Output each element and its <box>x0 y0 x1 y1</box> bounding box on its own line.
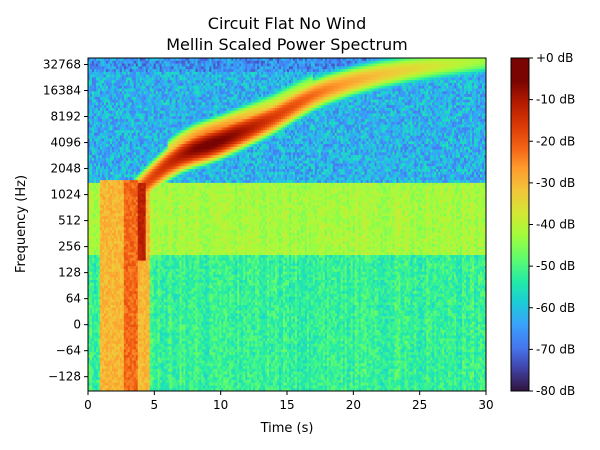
x-tick-label: 30 <box>478 398 493 412</box>
y-tick-label: −128 <box>48 370 81 384</box>
y-tick-label: 256 <box>58 240 81 254</box>
chart-title-line-1: Circuit Flat No Wind <box>208 14 366 33</box>
colorbar-tick-label: -30 dB <box>536 176 575 190</box>
y-tick-label: 0 <box>73 318 81 332</box>
colorbar-tick-label: -60 dB <box>536 301 575 315</box>
colorbar-tick-label: -70 dB <box>536 342 575 356</box>
x-tick-label: 10 <box>213 398 228 412</box>
x-tick-label: 25 <box>412 398 427 412</box>
x-tick-label: 0 <box>84 398 92 412</box>
colorbar-tick-label: -40 dB <box>536 218 575 232</box>
y-tick-label: 64 <box>66 292 81 306</box>
x-tick-label: 20 <box>346 398 361 412</box>
x-axis: 0 5 10 15 20 25 30 <box>84 391 493 412</box>
y-tick-label: 16384 <box>43 84 81 98</box>
y-tick-label: −64 <box>56 344 81 358</box>
x-tick-label: 15 <box>279 398 294 412</box>
y-tick-label: 32768 <box>43 58 81 72</box>
chart-title-line-2: Mellin Scaled Power Spectrum <box>166 35 408 54</box>
colorbar-gradient <box>511 58 529 391</box>
spectrogram-image <box>88 58 486 391</box>
colorbar-tick-label: +0 dB <box>536 51 573 65</box>
colorbar: +0 dB -10 dB -20 dB -30 dB -40 dB -50 dB -60 d… <box>511 51 575 398</box>
y-axis-label: Frequency (Hz) <box>14 175 29 273</box>
y-tick-label: 512 <box>58 214 81 228</box>
y-tick-label: 4096 <box>50 136 81 150</box>
x-tick-label: 5 <box>151 398 159 412</box>
colorbar-tick-label: -50 dB <box>536 259 575 273</box>
colorbar-tick-label: -20 dB <box>536 134 575 148</box>
y-tick-label: 8192 <box>50 110 81 124</box>
colorbar-tick-label: -80 dB <box>536 384 575 398</box>
colorbar-tick-label: -10 dB <box>536 93 575 107</box>
x-axis-label: Time (s) <box>260 421 314 436</box>
y-tick-label: 2048 <box>50 162 81 176</box>
y-tick-label: 128 <box>58 266 81 280</box>
y-axis: −128 −64 0 64 128 256 512 1024 2048 4096 8192 16384… <box>43 58 88 384</box>
y-tick-label: 1024 <box>50 188 81 202</box>
